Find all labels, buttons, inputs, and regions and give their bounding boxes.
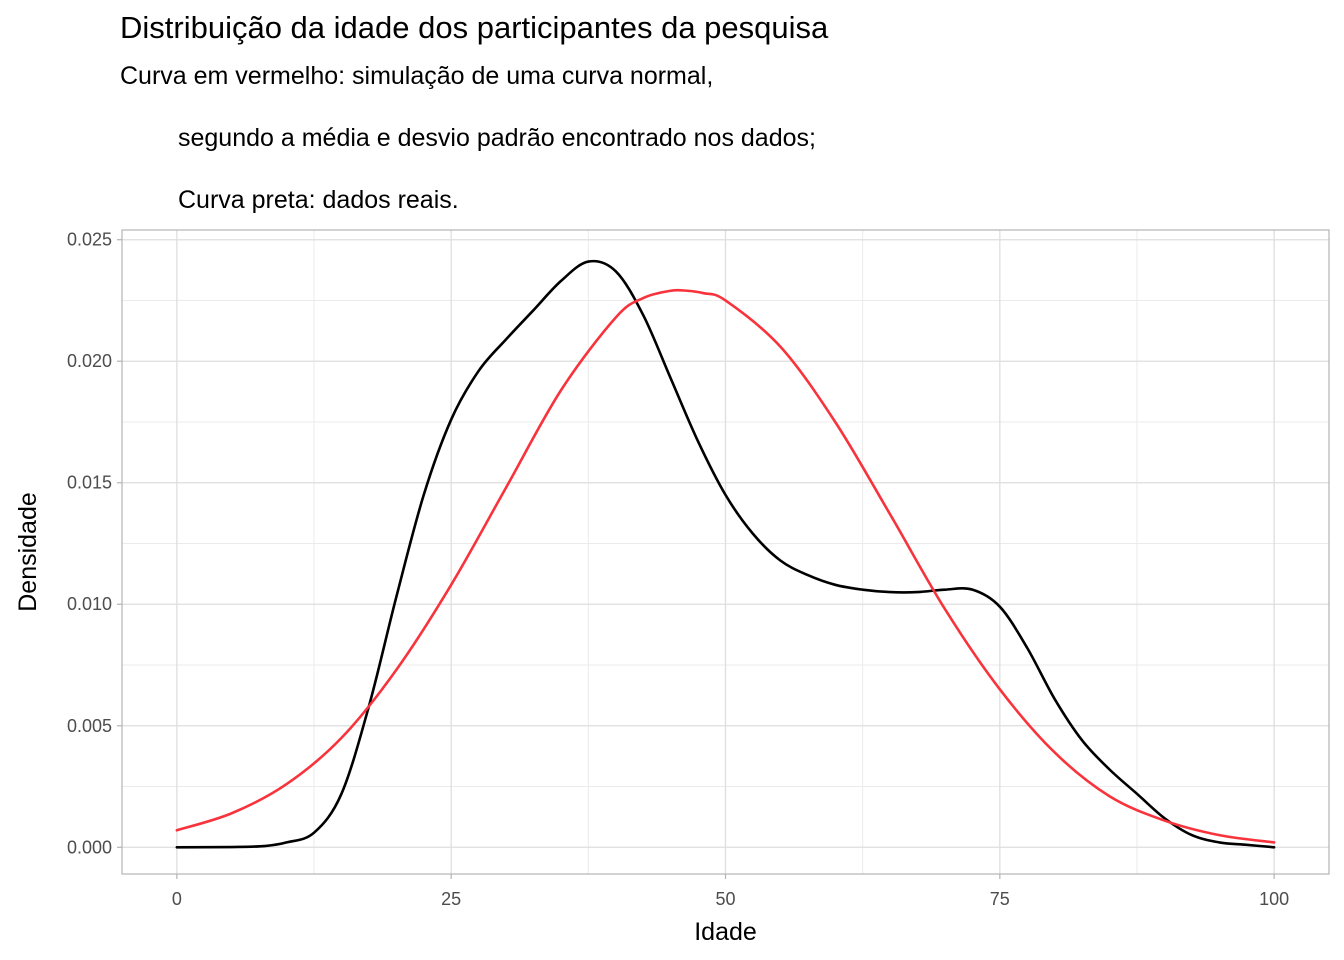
series-layer bbox=[175, 259, 1276, 849]
major-gridlines bbox=[122, 230, 1329, 874]
x-axis-ticks: 0 25 50 75 100 bbox=[172, 874, 1289, 909]
y-axis-ticks: 0.000 0.005 0.010 0.015 0.020 0.025 bbox=[67, 230, 122, 857]
y-axis-title: Densidade bbox=[14, 492, 42, 612]
chart-subtitle-line-3: Curva preta: dados reais. bbox=[178, 186, 459, 214]
x-tick-label: 100 bbox=[1259, 889, 1289, 909]
y-tick-label: 0.010 bbox=[67, 594, 112, 614]
x-axis-title: Idade bbox=[694, 918, 757, 946]
chart-subtitle-line-2: segundo a média e desvio padrão encontra… bbox=[178, 124, 816, 152]
y-tick-label: 0.000 bbox=[67, 837, 112, 857]
x-tick-label: 0 bbox=[172, 889, 182, 909]
x-tick-label: 75 bbox=[990, 889, 1010, 909]
chart-subtitle-line-1: Curva em vermelho: simulação de uma curv… bbox=[120, 62, 714, 90]
y-tick-label: 0.020 bbox=[67, 351, 112, 371]
x-tick-label: 50 bbox=[715, 889, 735, 909]
density-curve-normal bbox=[175, 288, 1276, 844]
density-curve-observed bbox=[175, 259, 1276, 849]
y-tick-label: 0.005 bbox=[67, 716, 112, 736]
x-tick-label: 25 bbox=[441, 889, 461, 909]
chart-title: Distribuição da idade dos participantes … bbox=[120, 10, 829, 45]
y-tick-label: 0.015 bbox=[67, 473, 112, 493]
y-tick-label: 0.025 bbox=[67, 230, 112, 250]
